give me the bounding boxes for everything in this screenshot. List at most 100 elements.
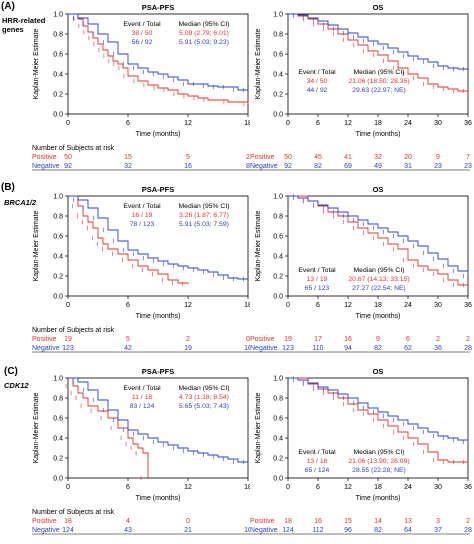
- risk-value-negative: 28: [464, 345, 472, 352]
- panel-c-label: (C): [4, 366, 18, 377]
- risk-value-positive: 32: [374, 154, 382, 161]
- y-tick-label: 0.6: [273, 52, 283, 59]
- y-tick-label: 0.2: [53, 92, 63, 99]
- risk-value-negative: 23: [434, 163, 442, 170]
- risk-value-negative: 110: [312, 345, 323, 352]
- risk-row-label-negative: Negative: [250, 163, 278, 170]
- y-tick-label: 1.0: [273, 194, 283, 201]
- risk-value-negative: 64: [404, 527, 412, 534]
- risk-value-negative: 36: [434, 345, 442, 352]
- panel-a-sublabel-line1: HRR-related: [2, 16, 46, 25]
- risk-value-negative: 112: [312, 527, 323, 534]
- y-tick-label: 0.0: [273, 476, 283, 483]
- risk-value-positive: 20: [404, 154, 412, 161]
- y-tick-label: 0.8: [273, 214, 283, 221]
- legend-positive-median: 21.06 (13.90; 26.09): [348, 458, 409, 465]
- legend-positive-event: 13 / 19: [307, 276, 328, 283]
- chart-title: OS: [373, 3, 384, 12]
- legend-negative-median: 5.91 (5.03; 7.59): [179, 221, 229, 228]
- risk-table-title: Number of Subjects at risk: [32, 509, 115, 516]
- x-tick-label: 12: [344, 120, 352, 127]
- x-tick-label: 12: [184, 120, 192, 127]
- y-tick-label: 0.8: [53, 32, 63, 39]
- risk-value-positive: 2: [246, 154, 250, 161]
- risk-value-positive: 16: [344, 336, 352, 343]
- brca-os-chart: OS 0.0 0.2 0.4 0.6 0.8 1.0 Kaplan-Meier Estimat…: [250, 185, 472, 353]
- risk-value-negative: 124: [62, 527, 74, 534]
- x-tick-label: 36: [464, 484, 472, 491]
- km-curve-positive: [288, 13, 468, 92]
- x-axis-label: Time (months): [136, 313, 181, 320]
- risk-value-positive: 0: [246, 336, 250, 343]
- risk-value-negative: 42: [124, 345, 132, 352]
- y-tick-label: 0.6: [53, 416, 63, 423]
- y-tick-label: 0.4: [273, 436, 283, 443]
- x-tick-label: 18: [374, 484, 382, 491]
- x-tick-label: 12: [344, 484, 352, 491]
- y-axis-label: Kaplan-Meier Estimate: [255, 210, 262, 281]
- legend-negative-event: 78 / 123: [130, 221, 155, 228]
- risk-value-negative: 82: [374, 527, 382, 534]
- km-curve-positive: [68, 195, 189, 284]
- km-curve-negative: [288, 13, 468, 70]
- km-curve-positive: [288, 195, 468, 286]
- panel-b-label: (B): [1, 182, 15, 193]
- x-tick-label: 36: [464, 302, 472, 309]
- legend-header-event: Event / Total: [298, 267, 336, 274]
- risk-value-positive: 2: [436, 336, 440, 343]
- legend-positive-event: 38 / 50: [132, 30, 153, 37]
- risk-row-label-positive: Positive: [32, 154, 57, 161]
- risk-value-positive: 7: [466, 154, 470, 161]
- chart-title: PSA-PFS: [142, 3, 175, 12]
- legend-positive-median: 4.73 (1.18; 8.54): [179, 394, 229, 401]
- legend-negative-event: 65 / 124: [305, 467, 330, 474]
- risk-value-positive: 3: [436, 518, 440, 525]
- y-tick-label: 0.2: [273, 92, 283, 99]
- risk-value-positive: 9: [376, 336, 380, 343]
- risk-value-positive: 5: [126, 336, 130, 343]
- risk-value-positive: 2: [466, 336, 470, 343]
- x-tick-label: 18: [244, 302, 250, 309]
- x-tick-label: 18: [244, 484, 250, 491]
- x-tick-label: 24: [404, 120, 412, 127]
- panel-a-sublabel-line2: genes: [2, 25, 24, 34]
- risk-value-positive: 18: [284, 518, 292, 525]
- risk-value-negative: 123: [62, 345, 74, 352]
- risk-row-label-positive: Positive: [32, 336, 57, 343]
- y-tick-label: 0.4: [53, 436, 63, 443]
- y-tick-label: 0.6: [53, 52, 63, 59]
- panel-b-sublabel: BRCA1/2: [4, 198, 37, 207]
- risk-value-positive: 18: [64, 518, 72, 525]
- chart-title: PSA-PFS: [142, 367, 175, 376]
- risk-value-positive: 5: [186, 154, 190, 161]
- plot-frame: [287, 13, 469, 115]
- y-tick-label: 0.0: [53, 112, 63, 119]
- y-tick-label: 0.4: [53, 72, 63, 79]
- legend-positive-event: 13 / 18: [307, 458, 328, 465]
- legend-negative-median: 5.91 (5.03; 9.23): [179, 39, 229, 46]
- y-tick-label: 0.0: [53, 294, 63, 301]
- risk-value-positive: 9: [436, 154, 440, 161]
- x-tick-label: 6: [316, 484, 320, 491]
- risk-value-positive: 13: [404, 518, 412, 525]
- risk-table-title: Number of Subjects at risk: [32, 327, 115, 334]
- risk-value-positive: 41: [344, 154, 352, 161]
- legend-header-median: Median (95% CI): [354, 449, 405, 456]
- cdk12-psa-pfs-chart: PSA-PFS 0.0 0.2 0.4 0.6 0.8 1.0 Kaplan-Meier Es…: [32, 367, 250, 535]
- risk-value-positive: 16: [314, 518, 322, 525]
- x-tick-label: 18: [374, 120, 382, 127]
- x-axis-label: Time (months): [136, 495, 181, 502]
- legend-header-median: Median (95% CI): [179, 385, 230, 392]
- risk-value-positive: 15: [344, 518, 352, 525]
- risk-value-negative: 123: [282, 345, 294, 352]
- risk-value-positive: 17: [314, 336, 322, 343]
- chart-title: PSA-PFS: [142, 185, 175, 194]
- legend-header-median: Median (95% CI): [179, 21, 230, 28]
- panel-c-sublabel: CDK12: [4, 381, 29, 390]
- y-tick-label: 0.2: [273, 456, 283, 463]
- y-axis-label: Kaplan-Meier Estimate: [33, 210, 40, 281]
- y-tick-label: 1.0: [53, 194, 63, 201]
- x-tick-label: 0: [286, 302, 290, 309]
- y-tick-label: 0.0: [273, 294, 283, 301]
- risk-row-label-negative: Negative: [250, 345, 278, 352]
